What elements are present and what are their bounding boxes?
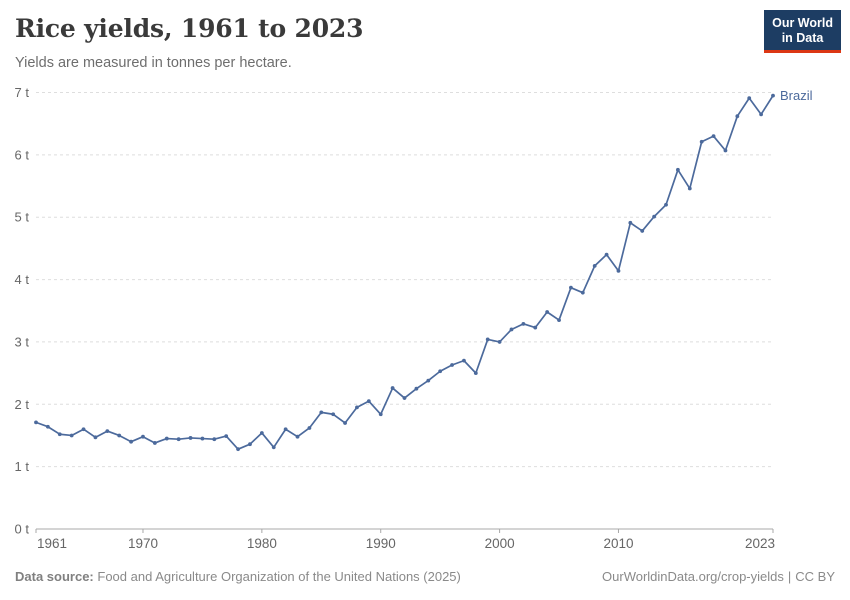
owid-logo-line1: Our World	[772, 16, 833, 30]
data-point-marker[interactable]	[628, 220, 633, 225]
x-tick-label: 1970	[128, 536, 158, 551]
data-point-marker[interactable]	[355, 405, 359, 410]
data-point-marker[interactable]	[735, 114, 740, 119]
x-tick-label: 1980	[247, 536, 277, 551]
entity-label-brazil[interactable]: Brazil	[780, 88, 813, 103]
data-point-marker[interactable]	[248, 442, 252, 447]
data-point-marker[interactable]	[473, 371, 478, 376]
line-chart[interactable]: 0 t 1 t 2 t 3 t 4 t 5 t 6 t 7 t 1961 1970 1980 1990…	[0, 78, 850, 560]
x-tick-label: 1990	[366, 536, 396, 551]
data-point-marker[interactable]	[592, 263, 597, 268]
owid-logo[interactable]: Our World in Data	[764, 10, 841, 53]
data-point-marker[interactable]	[462, 358, 466, 363]
license-label[interactable]: CC BY	[795, 569, 835, 584]
data-point-marker[interactable]	[402, 396, 407, 400]
data-point-marker[interactable]	[640, 229, 645, 233]
data-point-marker[interactable]	[711, 134, 716, 139]
data-point-marker[interactable]	[295, 434, 300, 439]
data-point-marker[interactable]	[771, 93, 775, 98]
data-point-marker[interactable]	[129, 439, 133, 444]
data-point-marker[interactable]	[212, 437, 217, 442]
data-point-marker[interactable]	[141, 434, 145, 439]
y-tick-label: 4 t	[15, 272, 30, 287]
data-point-marker[interactable]	[164, 436, 169, 441]
data-source-text: Food and Agriculture Organization of the…	[97, 569, 461, 584]
y-tick-label: 7 t	[15, 85, 30, 100]
page-title: Rice yields, 1961 to 2023	[15, 14, 364, 43]
data-point-marker[interactable]	[331, 412, 336, 417]
data-point-marker[interactable]	[414, 386, 419, 391]
data-point-marker[interactable]	[283, 427, 288, 432]
data-point-marker[interactable]	[93, 435, 98, 440]
brazil-line-series[interactable]	[35, 94, 774, 451]
data-point-marker[interactable]	[343, 421, 347, 425]
data-point-marker[interactable]	[105, 429, 110, 433]
data-point-marker[interactable]	[687, 186, 692, 191]
x-tick-label: 2000	[485, 536, 515, 551]
data-point-marker[interactable]	[390, 386, 395, 390]
data-point-marker[interactable]	[366, 399, 371, 404]
data-point-marker[interactable]	[236, 447, 240, 452]
y-tick-label: 6 t	[15, 147, 30, 162]
data-point-marker[interactable]	[450, 363, 454, 367]
data-point-marker[interactable]	[259, 431, 264, 435]
data-point-marker[interactable]	[580, 290, 585, 295]
data-point-marker[interactable]	[485, 337, 490, 342]
y-tick-label: 3 t	[15, 334, 30, 349]
data-point-marker[interactable]	[188, 436, 193, 440]
y-tick-label: 5 t	[15, 210, 30, 225]
data-point-marker[interactable]	[604, 252, 609, 257]
data-point-marker[interactable]	[152, 441, 157, 445]
data-point-marker[interactable]	[545, 310, 550, 314]
data-point-marker[interactable]	[45, 424, 50, 429]
x-tick-label: 1961	[37, 536, 67, 551]
data-point-marker[interactable]	[57, 432, 62, 437]
data-point-marker[interactable]	[759, 112, 764, 117]
attribution-note: OurWorldinData.org/crop-yields | CC BY	[602, 569, 835, 584]
data-point-marker[interactable]	[200, 436, 205, 441]
data-point-marker[interactable]	[652, 214, 657, 219]
y-tick-label: 0 t	[15, 522, 30, 537]
owid-url-link[interactable]: OurWorldinData.org/crop-yields	[602, 569, 784, 584]
data-point-marker[interactable]	[426, 378, 431, 383]
data-point-marker[interactable]	[438, 369, 443, 374]
data-point-marker[interactable]	[557, 318, 561, 323]
data-point-marker[interactable]	[676, 167, 680, 172]
data-point-marker[interactable]	[34, 420, 38, 425]
y-tick-label: 2 t	[15, 397, 30, 412]
data-source-label: Data source:	[15, 569, 94, 584]
data-source-note: Data source: Food and Agriculture Organi…	[15, 569, 461, 584]
chart-subtitle: Yields are measured in tonnes per hectar…	[15, 55, 292, 71]
data-point-marker[interactable]	[69, 433, 74, 438]
data-point-marker[interactable]	[747, 96, 752, 101]
x-tick-label: 2010	[603, 536, 633, 551]
data-point-marker[interactable]	[319, 410, 324, 415]
owid-logo-line2: in Data	[781, 30, 824, 45]
x-tick-label: 2023	[745, 536, 775, 551]
data-point-marker[interactable]	[509, 327, 514, 332]
data-point-marker[interactable]	[723, 148, 728, 153]
attribution-separator: |	[787, 569, 792, 584]
y-tick-label: 1 t	[15, 459, 30, 474]
data-point-marker[interactable]	[616, 268, 621, 273]
data-point-marker[interactable]	[699, 139, 704, 144]
data-point-marker[interactable]	[378, 412, 383, 417]
data-point-marker[interactable]	[271, 445, 276, 450]
data-point-marker[interactable]	[117, 433, 122, 438]
data-point-marker[interactable]	[224, 434, 229, 438]
data-point-marker[interactable]	[533, 325, 538, 330]
data-point-marker[interactable]	[176, 437, 181, 442]
data-point-marker[interactable]	[81, 427, 86, 432]
data-point-marker[interactable]	[497, 340, 502, 344]
data-point-marker[interactable]	[307, 426, 312, 430]
data-point-marker[interactable]	[569, 285, 573, 290]
data-point-marker[interactable]	[664, 202, 668, 207]
data-point-marker[interactable]	[521, 321, 526, 326]
